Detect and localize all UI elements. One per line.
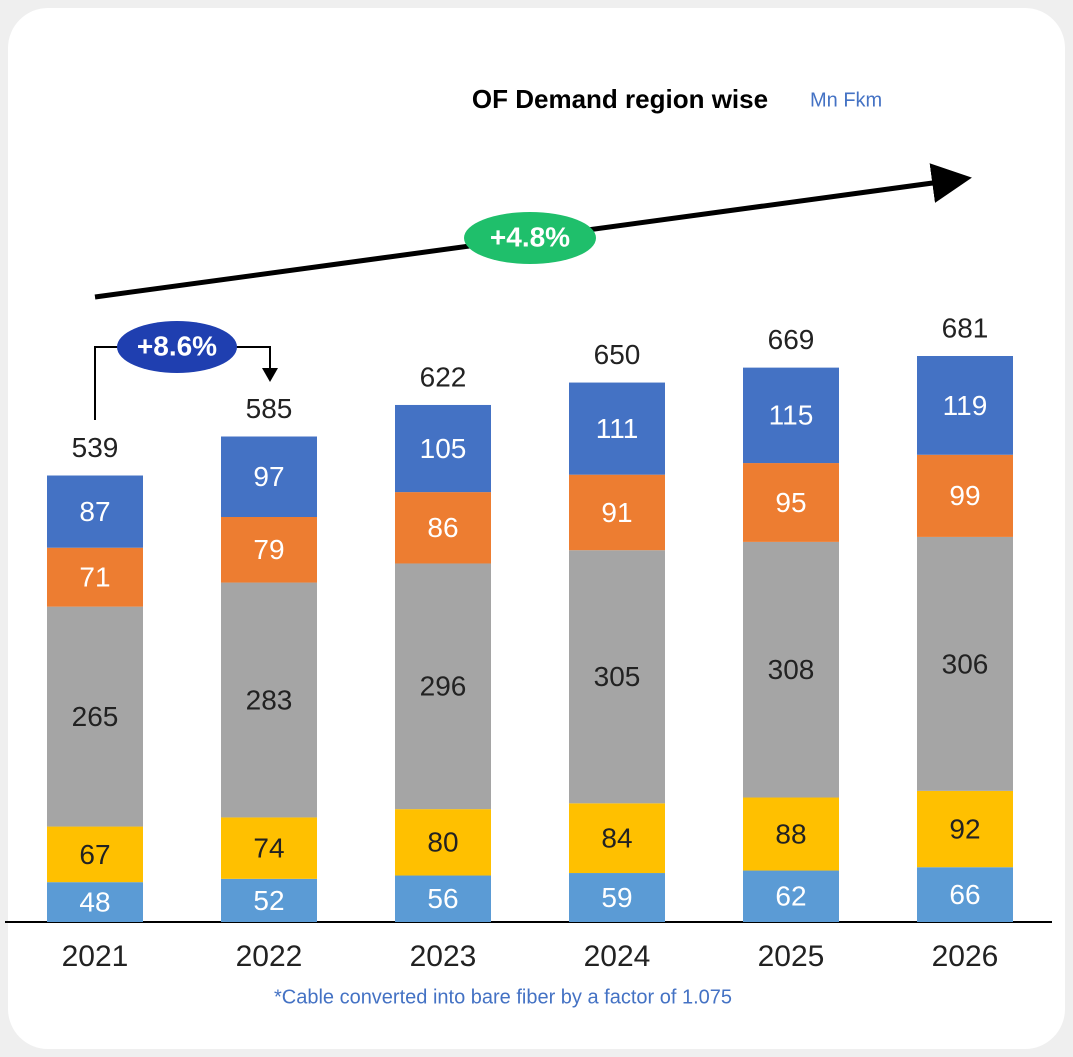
- segment-label: 92: [949, 813, 980, 844]
- segment-label: 111: [596, 413, 639, 444]
- growth-label: +8.6%: [137, 330, 217, 361]
- bar-segment: [917, 867, 1013, 922]
- segment-label: 48: [79, 886, 110, 917]
- segment-label: 66: [949, 879, 980, 910]
- bar-segment: [221, 517, 317, 583]
- bar-segment: [395, 563, 491, 810]
- cagr-label: +4.8%: [490, 221, 570, 252]
- cagr-oval: [464, 212, 596, 264]
- segment-label: 87: [79, 496, 110, 527]
- segment-label: 308: [768, 654, 815, 685]
- segment-label: 283: [246, 684, 293, 715]
- x-tick-label: 2025: [758, 940, 825, 973]
- total-label: 585: [246, 393, 293, 424]
- segment-label: 88: [775, 818, 806, 849]
- bar-segment: [395, 404, 491, 493]
- bar-segment: [569, 550, 665, 804]
- segment-label: 115: [769, 400, 814, 431]
- segment-label: 91: [601, 497, 632, 528]
- segment-label: 56: [427, 883, 458, 914]
- total-label: 539: [72, 432, 119, 463]
- card: [8, 8, 1065, 1049]
- x-tick-label: 2022: [236, 940, 303, 973]
- bar-segment: [47, 826, 143, 883]
- total-label: 681: [942, 312, 989, 343]
- segment-label: 99: [949, 480, 980, 511]
- segment-label: 97: [253, 461, 284, 492]
- bar-segment: [743, 797, 839, 871]
- bar-segment: [221, 582, 317, 818]
- x-tick-label: 2024: [584, 940, 651, 973]
- bar-segment: [395, 809, 491, 876]
- segment-label: 306: [942, 648, 989, 679]
- segment-label: 95: [775, 487, 806, 518]
- segment-label: 80: [427, 827, 458, 858]
- unit-label: Mn Fkm: [810, 89, 882, 111]
- segment-label: 119: [943, 390, 988, 421]
- bar-segment: [743, 367, 839, 464]
- segment-label: 305: [594, 661, 641, 692]
- x-tick-label: 2023: [410, 940, 477, 973]
- bar-segment: [569, 382, 665, 475]
- footnote: *Cable converted into bare fiber by a fa…: [274, 986, 732, 1008]
- bar-segment: [395, 875, 491, 922]
- bar-segment: [569, 873, 665, 922]
- bar-segment: [743, 541, 839, 798]
- x-tick-label: 2021: [62, 940, 129, 973]
- bar-segment: [395, 492, 491, 564]
- segment-label: 86: [427, 512, 458, 543]
- segment-label: 296: [420, 671, 467, 702]
- bar-segment: [917, 356, 1013, 455]
- segment-label: 59: [601, 882, 632, 913]
- total-label: 622: [420, 361, 467, 392]
- bar-segment: [569, 474, 665, 551]
- segment-label: 71: [79, 562, 110, 593]
- bar-segment: [47, 606, 143, 827]
- chart-title: OF Demand region wise: [472, 84, 768, 114]
- bar-segment: [47, 475, 143, 548]
- total-label: 650: [594, 339, 641, 370]
- bar-segment: [221, 817, 317, 879]
- bar-segment: [917, 454, 1013, 537]
- segment-label: 84: [601, 823, 632, 854]
- bar-segment: [743, 463, 839, 542]
- x-tick-label: 2026: [932, 940, 999, 973]
- segment-label: 105: [420, 433, 467, 464]
- segment-label: 67: [79, 839, 110, 870]
- segment-label: 62: [775, 881, 806, 912]
- bar-segment: [917, 790, 1013, 868]
- bar-segment: [221, 436, 317, 518]
- segment-label: 79: [253, 534, 284, 565]
- growth-oval: [117, 321, 237, 373]
- bar-segment: [47, 547, 143, 607]
- total-label: 669: [768, 324, 815, 355]
- bar-segment: [221, 878, 317, 922]
- segment-label: 52: [253, 885, 284, 916]
- segment-label: 74: [253, 833, 284, 864]
- bracket-head: [262, 368, 278, 382]
- bar-segment: [47, 882, 143, 922]
- segment-label: 265: [72, 701, 119, 732]
- bar-segment: [743, 870, 839, 922]
- bar-segment: [569, 803, 665, 874]
- bar-segment: [917, 536, 1013, 791]
